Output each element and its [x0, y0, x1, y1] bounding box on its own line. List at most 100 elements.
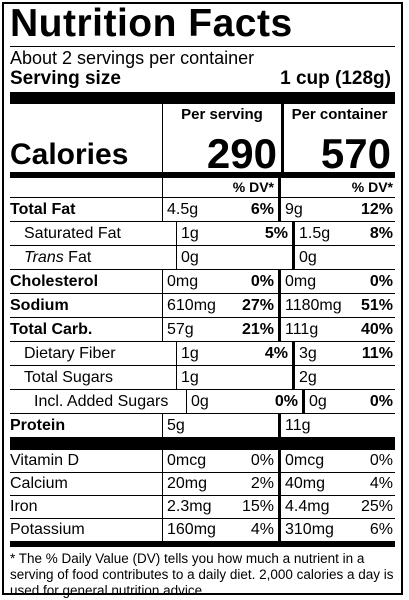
container-amount: 111g — [285, 321, 319, 338]
nutrient-name: Cholesterol — [10, 270, 162, 293]
serving-dv: 6% — [250, 201, 274, 218]
calories-block: Calories Per serving 290 Per container 5… — [10, 104, 395, 176]
nutrient-row: Total Fat 4.5g 6% 9g 12% — [10, 198, 395, 222]
container-dv: 8% — [369, 225, 393, 242]
nutrient-name: Saturated Fat — [10, 222, 176, 245]
container-dv: 40% — [360, 321, 393, 338]
per-serving-column: Per serving 290 — [162, 104, 283, 176]
calories-per-container: 570 — [320, 130, 391, 177]
container-amount: 1180mg — [285, 297, 342, 314]
serving-amount: 2.3mg — [167, 498, 212, 515]
container-amount: 9g — [285, 201, 303, 218]
serving-dv: 4% — [250, 521, 274, 538]
container-amount: 1.5g — [299, 225, 331, 242]
nutrient-row: Incl. Added Sugars 0g 0% 0g 0% — [10, 390, 395, 414]
container-amount: 0mg — [285, 273, 317, 290]
serving-amount: 610mg — [167, 297, 216, 314]
serving-amount: 160mg — [167, 521, 216, 538]
servings-per-container: About 2 servings per container — [10, 48, 255, 68]
serving-amount: 1g — [181, 345, 199, 362]
serving-amount: 4.5g — [167, 201, 199, 218]
vitamin-row: Potassium 160mg 4% 310mg 6% — [10, 519, 395, 541]
thick-divider — [10, 92, 395, 104]
nutrient-name-suffix: Fat — [63, 249, 92, 266]
serving-amount: 1g — [181, 225, 199, 242]
serving-dv: 0% — [250, 452, 274, 469]
nutrient-row: Total Sugars 1g 2g — [10, 366, 395, 390]
container-amount: 2g — [299, 369, 317, 386]
vitamin-name: Iron — [10, 498, 38, 515]
serving-amount: 0g — [191, 393, 209, 410]
container-dv: 0% — [369, 273, 393, 290]
calories-label: Calories — [10, 138, 129, 171]
thick-divider — [10, 438, 395, 450]
container-amount: 4.4mg — [285, 498, 330, 515]
medium-divider — [10, 172, 395, 178]
vitamin-name: Calcium — [10, 475, 68, 492]
per-serving-header: Per serving — [181, 106, 263, 123]
nutrient-row: Protein 5g 11g — [10, 414, 395, 438]
per-container-column: Per container 570 — [283, 104, 395, 176]
vitamin-name: Potassium — [10, 521, 85, 538]
nutrient-name: Total Carb. — [10, 318, 162, 341]
nutrient-row: Sodium 610mg 27% 1180mg 51% — [10, 294, 395, 318]
container-dv: 4% — [369, 475, 393, 492]
nutrient-name: Incl. Added Sugars — [10, 390, 186, 413]
nutrient-row: Total Carb. 57g 21% 111g 40% — [10, 318, 395, 342]
container-dv: 25% — [360, 498, 393, 515]
serving-amount: 5g — [167, 417, 185, 434]
serving-amount: 1g — [181, 369, 199, 386]
dv-header-row: % DV* % DV* — [10, 178, 395, 198]
nutrient-name-text: Cholesterol — [10, 273, 99, 290]
serving-amount: 0g — [181, 249, 199, 266]
container-dv: 6% — [369, 521, 393, 538]
container-dv: 11% — [361, 345, 393, 362]
container-amount: 0mcg — [285, 452, 325, 469]
calories-per-serving: 290 — [206, 130, 277, 177]
dv-header-container: % DV* — [280, 178, 395, 197]
dv-header-serving: % DV* — [162, 178, 280, 197]
container-amount: 40mg — [285, 475, 326, 492]
serving-amount: 57g — [167, 321, 194, 338]
container-amount: 11g — [285, 417, 311, 434]
nutrient-name-text: Dietary Fiber — [24, 345, 116, 362]
vitamin-row: Vitamin D 0mcg 0% 0mcg 0% — [10, 450, 395, 473]
container-amount: 0g — [309, 393, 327, 410]
nutrition-facts-label: Nutrition Facts About 2 servings per con… — [2, 2, 403, 598]
serving-dv: 21% — [241, 321, 274, 338]
nutrient-name: Total Sugars — [10, 366, 176, 389]
nutrient-name: Trans Fat — [10, 246, 176, 269]
serving-dv: 15% — [241, 498, 274, 515]
serving-amount: 0mcg — [167, 452, 207, 469]
nutrient-row: Saturated Fat 1g 5% 1.5g 8% — [10, 222, 395, 246]
container-amount: 310mg — [285, 521, 334, 538]
nutrient-name: Sodium — [10, 294, 162, 317]
nutrient-row: Trans Fat 0g 0g — [10, 246, 395, 270]
nutrient-row: Dietary Fiber 1g 4% 3g 11% — [10, 342, 395, 366]
container-amount: 3g — [299, 345, 317, 362]
nutrient-name: Dietary Fiber — [10, 342, 176, 365]
serving-dv: 0% — [274, 393, 298, 410]
container-dv: 0% — [369, 452, 393, 469]
divider — [10, 46, 395, 47]
serving-size-row: Serving size 1 cup (128g) — [10, 68, 395, 90]
nutrient-name-text: Trans — [24, 249, 64, 266]
nutrient-name-text: Incl. Added Sugars — [34, 393, 169, 410]
container-dv: 0% — [369, 393, 393, 410]
serving-dv: 4% — [264, 345, 288, 362]
per-container-header: Per container — [291, 106, 388, 123]
nutrient-name-text: Total Fat — [10, 201, 76, 218]
serving-amount: 0mg — [167, 273, 199, 290]
nutrient-name-text: Protein — [10, 417, 66, 434]
container-dv: 12% — [360, 201, 393, 218]
vitamin-row: Iron 2.3mg 15% 4.4mg 25% — [10, 496, 395, 519]
serving-size-value: 1 cup (128g) — [280, 68, 391, 89]
footnote: * The % Daily Value (DV) tells you how m… — [10, 551, 394, 598]
serving-dv: 5% — [264, 225, 288, 242]
nutrient-name: Total Fat — [10, 198, 162, 221]
nutrient-name-text: Total Sugars — [24, 369, 113, 386]
serving-dv: 0% — [250, 273, 274, 290]
vitamin-name: Vitamin D — [10, 452, 80, 469]
serving-amount: 20mg — [167, 475, 208, 492]
medium-divider — [10, 541, 395, 547]
